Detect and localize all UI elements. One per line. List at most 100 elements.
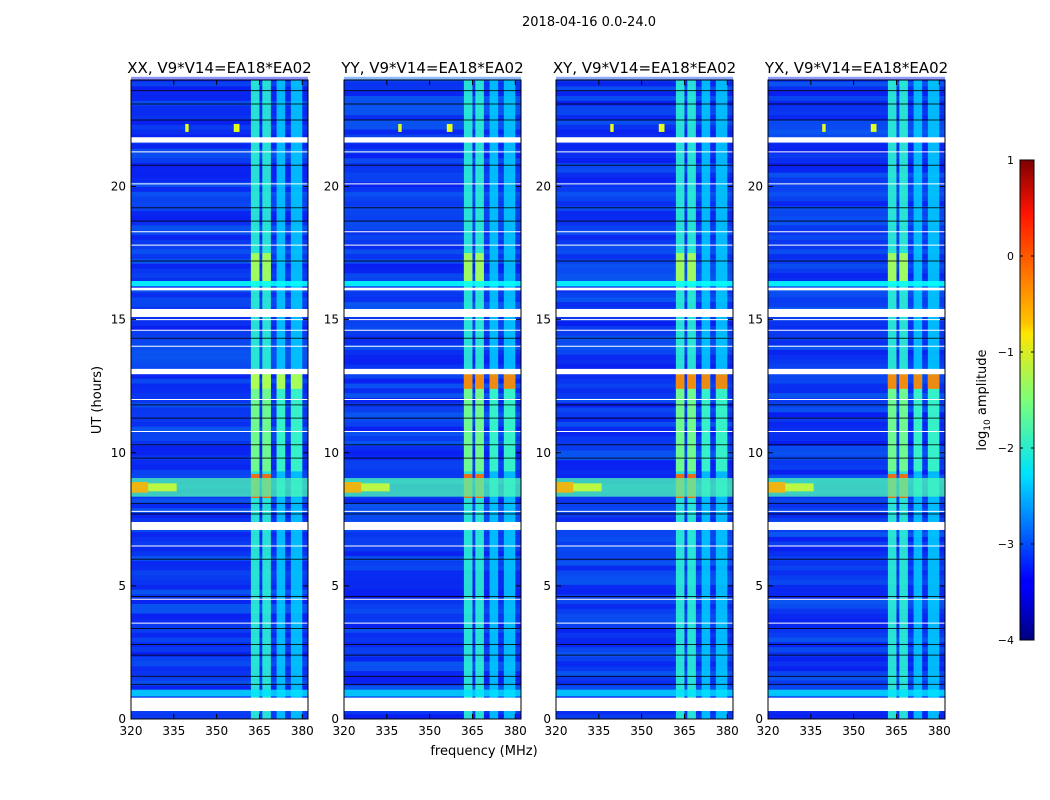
rfi-hotspot xyxy=(503,374,516,389)
rfi-spot xyxy=(610,123,614,132)
stripe xyxy=(768,689,945,697)
flagged-gap xyxy=(556,697,733,712)
panel-title: YX, V9*V14=EA18*EA02 xyxy=(764,59,948,77)
rfi-hotspot xyxy=(276,374,286,389)
x-tick-label: 365 xyxy=(673,724,696,738)
flagged-gap xyxy=(344,287,521,291)
colorbar-tick-label: −4 xyxy=(998,634,1014,647)
shared-x-label: frequency (MHz) xyxy=(430,744,537,759)
colorbar-ticks: 1 0 −1 −2 −3 −4 xyxy=(998,154,1034,647)
rfi-hotspot xyxy=(887,374,897,389)
x-tick-label: 335 xyxy=(375,724,398,738)
x-tick-label: 350 xyxy=(205,724,228,738)
rfi-hotspot xyxy=(927,374,940,389)
rfi-hotspot xyxy=(701,374,711,389)
flagged-gap xyxy=(556,521,733,530)
flagged-gap xyxy=(131,368,308,375)
broadband-event-core xyxy=(361,483,390,492)
panel-0: XX, V9*V14=EA18*EA02 320 335 350 365 380 0 5 10 1… xyxy=(111,59,314,738)
axes-frame xyxy=(343,79,522,720)
rfi-hotspot xyxy=(675,374,685,389)
flagged-gap xyxy=(344,697,521,712)
flagged-gap xyxy=(131,521,308,530)
flagged-gap xyxy=(344,521,521,530)
rfi-band-strong xyxy=(715,372,728,472)
rfi-band-strong xyxy=(290,372,303,472)
broadband-event xyxy=(131,478,308,497)
broadband-event xyxy=(768,478,945,497)
rfi-band-strong xyxy=(899,253,908,286)
rfi-band-strong xyxy=(475,253,484,286)
y-tick-label: 10 xyxy=(536,446,551,460)
y-tick-label: 5 xyxy=(331,579,339,593)
axes-frame xyxy=(130,79,309,720)
flagged-gap xyxy=(768,137,945,143)
panel-title: YY, V9*V14=EA18*EA02 xyxy=(340,59,523,77)
rfi-spot xyxy=(446,123,453,132)
y-tick-label: 20 xyxy=(536,180,551,194)
rfi-hotspot xyxy=(463,374,473,389)
x-tick-label: 335 xyxy=(162,724,185,738)
broadband-event-core xyxy=(131,482,149,493)
broadband-event-core xyxy=(344,482,362,493)
x-tick-label: 335 xyxy=(799,724,822,738)
stripe xyxy=(131,689,308,697)
flagged-gap xyxy=(131,308,308,317)
flagged-gap xyxy=(131,287,308,291)
heatmap-texture xyxy=(131,76,308,719)
rfi-band-strong xyxy=(503,372,516,472)
figure-title: 2018-04-16 0.0-24.0 xyxy=(522,15,656,30)
colorbar: log10 amplitude 1 0 −1 −2 −3 −4 xyxy=(975,154,1035,647)
flagged-gap xyxy=(556,137,733,143)
rfi-band-strong xyxy=(687,253,696,286)
rfi-band-strong xyxy=(475,372,484,472)
broadband-event-core xyxy=(573,483,602,492)
y-tick-label: 15 xyxy=(536,313,551,327)
rfi-band-strong xyxy=(899,372,908,472)
x-tick-label: 320 xyxy=(333,724,356,738)
flagged-gap xyxy=(344,368,521,375)
rfi-spot xyxy=(233,123,240,132)
y-tick-label: 10 xyxy=(748,446,763,460)
panel-title: XX, V9*V14=EA18*EA02 xyxy=(127,59,311,77)
stripe xyxy=(556,281,733,287)
rfi-band-strong xyxy=(675,372,685,472)
panel-title: XY, V9*V14=EA18*EA02 xyxy=(553,59,736,77)
x-tick-label: 380 xyxy=(504,724,527,738)
flagged-gap xyxy=(131,137,308,143)
rfi-band-strong xyxy=(887,253,897,286)
rfi-hotspot xyxy=(475,374,484,389)
y-tick-label: 0 xyxy=(118,712,126,726)
rfi-band-strong xyxy=(489,372,499,472)
y-tick-label: 0 xyxy=(755,712,763,726)
panel-3: YX, V9*V14=EA18*EA02 320 335 350 365 380 0 5 10 1… xyxy=(748,59,951,738)
rfi-band-strong xyxy=(887,372,897,472)
rfi-band-strong xyxy=(262,253,271,286)
panels: XX, V9*V14=EA18*EA02 320 335 350 365 380 0 5 10 1… xyxy=(111,59,951,738)
rfi-band-strong xyxy=(463,372,473,472)
y-tick-label: 0 xyxy=(331,712,339,726)
x-tick-label: 380 xyxy=(716,724,739,738)
rfi-band-strong xyxy=(675,253,685,286)
rfi-hotspot xyxy=(899,374,908,389)
y-tick-label: 10 xyxy=(111,446,126,460)
flagged-gap xyxy=(344,137,521,143)
y-tick-label: 0 xyxy=(543,712,551,726)
broadband-event xyxy=(344,478,521,497)
heatmap-texture xyxy=(556,76,733,719)
stripe xyxy=(344,281,521,287)
rfi-band-strong xyxy=(463,253,473,286)
rfi-hotspot xyxy=(913,374,923,389)
x-tick-label: 380 xyxy=(928,724,951,738)
flagged-gap xyxy=(768,697,945,712)
shared-y-label: UT (hours) xyxy=(90,366,105,434)
y-tick-label: 15 xyxy=(748,313,763,327)
y-tick-label: 10 xyxy=(324,446,339,460)
colorbar-tick-label: −2 xyxy=(998,442,1014,455)
x-tick-label: 350 xyxy=(842,724,865,738)
flagged-gap xyxy=(768,521,945,530)
y-tick-label: 5 xyxy=(118,579,126,593)
flagged-gap xyxy=(768,308,945,317)
rfi-band-strong xyxy=(913,372,923,472)
